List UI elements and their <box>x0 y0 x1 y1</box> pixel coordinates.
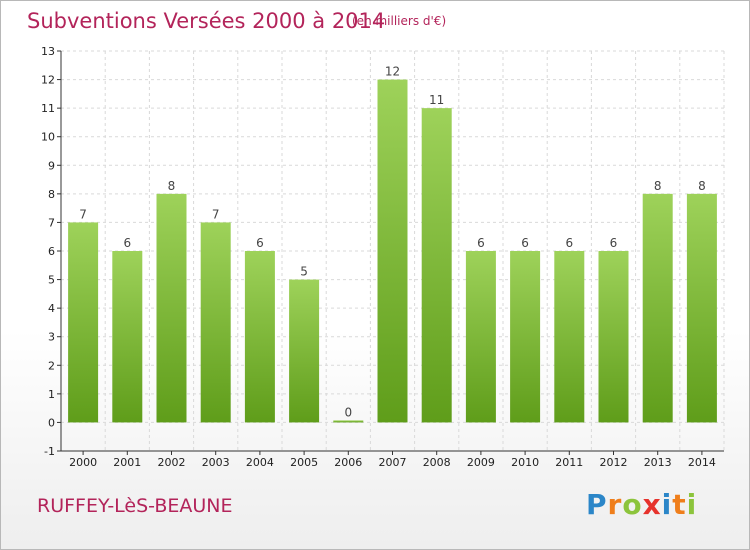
value-label-2014: 8 <box>698 179 706 193</box>
y-tick-label: 7 <box>48 216 55 229</box>
value-label-2000: 7 <box>79 207 87 221</box>
x-tick-label-2005: 2005 <box>290 456 318 469</box>
value-label-2010: 6 <box>521 236 529 250</box>
bar-2003 <box>200 222 231 423</box>
bar-2013 <box>642 193 673 423</box>
commune-name: RUFFEY-LèS-BEAUNE <box>37 495 233 517</box>
x-tick-label-2007: 2007 <box>379 456 407 469</box>
x-tick-label-2011: 2011 <box>555 456 583 469</box>
value-label-2003: 7 <box>212 207 220 221</box>
x-tick-label-2004: 2004 <box>246 456 274 469</box>
bar-2008 <box>421 108 452 423</box>
value-label-2013: 8 <box>654 179 662 193</box>
value-label-2008: 11 <box>429 93 444 107</box>
y-tick-label: 2 <box>48 359 55 372</box>
bar-2002 <box>156 193 187 423</box>
bar-2014 <box>686 193 717 423</box>
bar-2001 <box>112 251 143 423</box>
x-tick-label-2010: 2010 <box>511 456 539 469</box>
value-label-2002: 8 <box>168 179 176 193</box>
bar-2000 <box>68 222 99 423</box>
value-label-2009: 6 <box>477 236 485 250</box>
value-label-2007: 12 <box>385 65 400 79</box>
bar-2009 <box>465 251 496 423</box>
bar-2004 <box>244 251 275 423</box>
x-tick-label-2003: 2003 <box>202 456 230 469</box>
x-tick-label-2001: 2001 <box>113 456 141 469</box>
value-label-2011: 6 <box>565 236 573 250</box>
x-tick-label-2008: 2008 <box>423 456 451 469</box>
value-label-2004: 6 <box>256 236 264 250</box>
value-label-2012: 6 <box>610 236 618 250</box>
value-label-2006: 0 <box>344 405 352 419</box>
y-tick-label: 13 <box>41 45 55 58</box>
bar-2011 <box>554 251 585 423</box>
y-tick-label: 9 <box>48 159 55 172</box>
y-tick-label: -1 <box>44 445 55 458</box>
y-tick-label: 12 <box>41 74 55 87</box>
y-tick-label: 8 <box>48 188 55 201</box>
bar-2012 <box>598 251 629 423</box>
x-tick-label-2006: 2006 <box>334 456 362 469</box>
x-tick-label-2002: 2002 <box>158 456 186 469</box>
value-label-2001: 6 <box>123 236 131 250</box>
chart-unit: (en milliers d'€) <box>352 14 447 28</box>
bar-2005 <box>289 279 320 423</box>
x-tick-label-2012: 2012 <box>600 456 628 469</box>
x-tick-label-2013: 2013 <box>644 456 672 469</box>
y-tick-label: 1 <box>48 388 55 401</box>
x-tick-label-2014: 2014 <box>688 456 716 469</box>
x-tick-label-2000: 2000 <box>69 456 97 469</box>
x-tick-label-2009: 2009 <box>467 456 495 469</box>
value-label-2005: 5 <box>300 265 308 279</box>
proxiti-logo: Proxiti <box>586 488 698 521</box>
y-tick-label: 11 <box>41 102 55 115</box>
chart-title: Subventions Versées 2000 à 2014 <box>27 9 386 33</box>
y-tick-label: 0 <box>48 416 55 429</box>
bar-2006 <box>333 420 364 423</box>
bar-2007 <box>377 79 408 423</box>
y-tick-label: 6 <box>48 245 55 258</box>
y-tick-label: 5 <box>48 274 55 287</box>
y-tick-label: 3 <box>48 331 55 344</box>
y-tick-label: 4 <box>48 302 55 315</box>
y-tick-label: 10 <box>41 131 55 144</box>
bar-2010 <box>510 251 541 423</box>
